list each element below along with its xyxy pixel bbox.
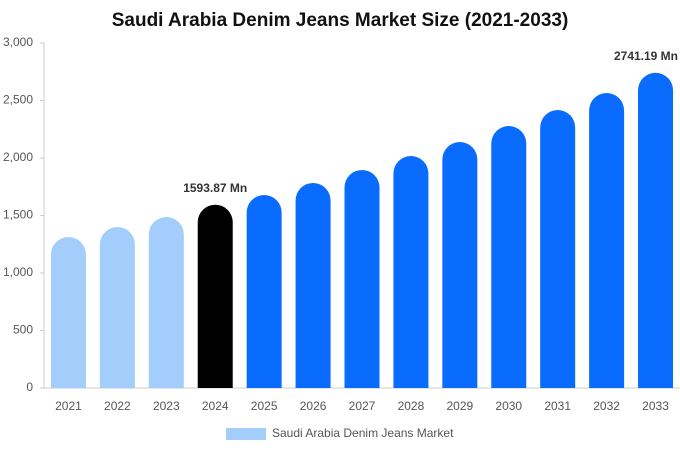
x-tick-label: 2023 bbox=[153, 399, 180, 413]
x-tick-label: 2031 bbox=[544, 399, 571, 413]
bar bbox=[295, 182, 331, 388]
bar bbox=[148, 216, 184, 388]
bar bbox=[491, 126, 527, 389]
bar bbox=[393, 156, 429, 388]
legend-swatch bbox=[226, 428, 266, 440]
x-tick-label: 2033 bbox=[642, 399, 669, 413]
x-tick-label: 2029 bbox=[446, 399, 473, 413]
bar bbox=[638, 72, 674, 388]
chart-title: Saudi Arabia Denim Jeans Market Size (20… bbox=[112, 10, 569, 31]
x-tick-label: 2021 bbox=[55, 399, 82, 413]
bar bbox=[50, 237, 86, 388]
x-tick-label: 2024 bbox=[202, 399, 229, 413]
y-tick-label: 1,000 bbox=[3, 265, 33, 279]
x-tick-label: 2030 bbox=[495, 399, 522, 413]
y-tick-label: 500 bbox=[13, 323, 33, 337]
x-tick-label: 2028 bbox=[398, 399, 425, 413]
bar bbox=[246, 195, 282, 388]
legend-label: Saudi Arabia Denim Jeans Market bbox=[272, 426, 454, 440]
y-tick-label: 3,000 bbox=[3, 35, 33, 49]
bar bbox=[344, 169, 380, 388]
x-tick-label: 2026 bbox=[300, 399, 327, 413]
x-tick-label: 2022 bbox=[104, 399, 131, 413]
x-tick-label: 2032 bbox=[593, 399, 620, 413]
y-tick-label: 2,500 bbox=[3, 93, 33, 107]
bar bbox=[540, 110, 576, 389]
y-tick-label: 1,500 bbox=[3, 208, 33, 222]
bar bbox=[197, 204, 233, 388]
bar bbox=[442, 142, 478, 388]
data-label: 2741.19 Mn bbox=[614, 49, 678, 63]
x-tick-label: 2025 bbox=[251, 399, 278, 413]
bar bbox=[589, 93, 625, 389]
data-label: 1593.87 Mn bbox=[183, 181, 247, 195]
y-tick-label: 0 bbox=[26, 380, 33, 394]
x-tick-label: 2027 bbox=[349, 399, 376, 413]
y-tick-label: 2,000 bbox=[3, 150, 33, 164]
bar bbox=[99, 227, 135, 388]
